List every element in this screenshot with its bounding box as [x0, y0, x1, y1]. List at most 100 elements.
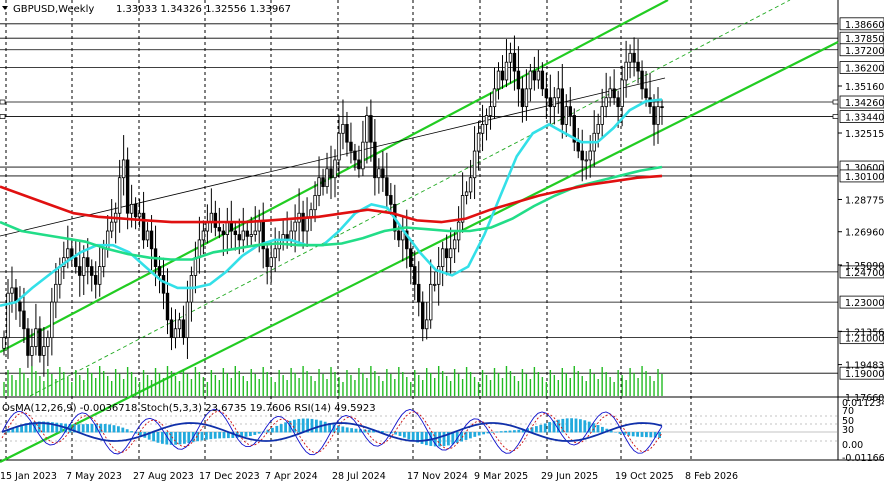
osma-bar — [372, 430, 375, 433]
candle-body — [640, 70, 644, 90]
dropdown-arrow-icon[interactable] — [2, 6, 8, 10]
osma-bar — [416, 432, 419, 443]
osma-bar — [337, 425, 340, 433]
candle-body — [321, 177, 325, 187]
candle-body — [381, 168, 385, 179]
osma-bar — [535, 426, 538, 433]
candle-body — [101, 248, 106, 267]
candle-body — [508, 52, 513, 63]
date-label: 15 Jan 2023 — [0, 471, 57, 482]
osma-bar — [284, 422, 287, 433]
osma-bar — [473, 432, 477, 437]
candle-body — [249, 234, 253, 237]
candle-body — [241, 230, 245, 241]
osma-bar — [20, 424, 23, 433]
osma-bar — [477, 432, 481, 436]
date-label: 7 Apr 2024 — [265, 471, 318, 482]
osma-bar — [51, 422, 54, 433]
price-level-lines — [0, 23, 839, 374]
candle-body — [94, 275, 98, 285]
candle-body — [269, 257, 273, 267]
indicator-scale-label: 30 — [842, 425, 854, 436]
osma-bar — [227, 432, 230, 439]
candle-body — [660, 106, 664, 109]
candle-body — [361, 141, 365, 170]
osma-bar — [596, 425, 600, 433]
candle-body — [177, 319, 182, 330]
candle-body — [181, 319, 186, 339]
osma-bar — [222, 432, 226, 439]
candle-body — [205, 221, 210, 232]
osma-bar — [548, 422, 551, 433]
candle-body — [440, 248, 445, 267]
candle-body — [42, 346, 46, 356]
candle-body — [460, 195, 465, 223]
osma-bar — [486, 432, 490, 434]
osma-bar — [328, 422, 331, 433]
osma-bar — [579, 419, 582, 433]
candle-body — [137, 212, 142, 218]
osma-bar — [187, 432, 191, 444]
osma-bar — [99, 423, 103, 433]
candle-body — [309, 209, 313, 218]
osma-bar — [213, 432, 217, 439]
price-level-label: 1.37850 — [845, 34, 884, 45]
candle-body — [217, 227, 222, 232]
osma-bar — [653, 432, 657, 438]
osma-bar — [469, 432, 472, 439]
symbol-label: GBPUSD,Weekly — [13, 4, 94, 15]
date-label: 9 Mar 2025 — [474, 471, 528, 482]
osma-bar — [394, 432, 397, 435]
osma-bar — [174, 432, 177, 445]
candle-body — [90, 266, 94, 276]
osma-bar — [29, 422, 32, 433]
candle-body — [109, 221, 114, 232]
indicator-scale-label: 0.0112349 — [842, 398, 884, 409]
candle-body — [129, 203, 134, 214]
candle-body — [600, 106, 604, 125]
osma-bar — [403, 432, 406, 438]
price-level-box — [839, 366, 884, 380]
osma-bar — [495, 431, 499, 433]
candle-body — [608, 88, 612, 99]
osma-bar — [381, 431, 384, 433]
scale-tick-label: 1.26960 — [845, 228, 884, 239]
scale-tick-label: 1.19483 — [845, 361, 884, 372]
osma-bar — [658, 432, 661, 438]
osma-bar — [341, 426, 345, 433]
candle-body — [157, 266, 162, 276]
osma-bar — [455, 432, 459, 444]
osma-bar — [68, 424, 72, 433]
candle-body — [165, 292, 170, 321]
candle-body — [532, 70, 537, 81]
scale-tick-label: 1.28775 — [845, 195, 884, 206]
ma-green-line — [0, 165, 663, 261]
candle-body — [652, 106, 656, 125]
candle-body — [253, 230, 257, 235]
osma-bar — [266, 429, 270, 433]
osma-bar — [385, 431, 389, 433]
candle-body — [345, 123, 349, 143]
osma-bar — [561, 418, 565, 433]
osma-bar — [636, 432, 639, 437]
candle-body — [425, 319, 429, 330]
candle-body — [409, 248, 413, 267]
osma-bar — [601, 426, 604, 433]
candle-body — [273, 248, 277, 259]
osma-bar — [271, 427, 274, 433]
ohlc-quote: 1.33033 1.34326 1.32556 1.33967 — [116, 4, 291, 15]
date-axis: 15 Jan 2023 7 May 2023 27 Aug 2023 17 Dec 2… — [0, 471, 738, 482]
osma-bar — [645, 432, 648, 438]
candle-body — [133, 203, 138, 218]
candle-body — [520, 88, 525, 108]
osma-bar — [139, 432, 142, 436]
price-level-box — [839, 331, 884, 345]
osma-bar — [121, 427, 125, 433]
candle-body — [349, 141, 353, 152]
candle-body — [584, 159, 588, 162]
candle-body — [145, 230, 150, 241]
candle-body — [468, 177, 473, 193]
level-marker — [0, 114, 6, 119]
candle-body — [54, 283, 58, 303]
